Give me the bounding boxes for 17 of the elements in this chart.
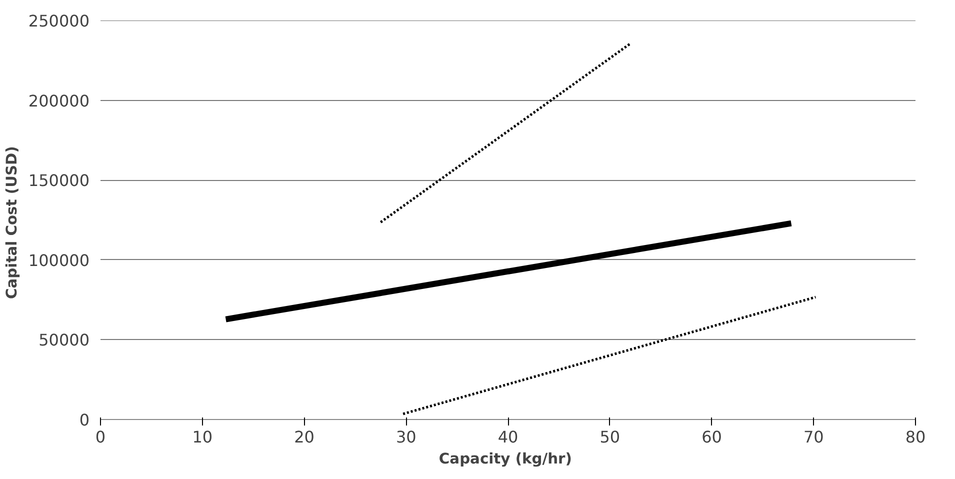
x-tick-label: 0	[95, 428, 106, 446]
x-tick-label: 40	[498, 428, 518, 446]
x-tick-label: 30	[396, 428, 416, 446]
x-tick-label: 60	[702, 428, 722, 446]
x-tick-label: 10	[192, 428, 213, 446]
y-tick-label: 0	[79, 410, 90, 430]
x-tick-label: 80	[905, 428, 926, 446]
x-axis-title: Capacity (kg/hr)	[438, 450, 572, 468]
y-tick-label: 250000	[28, 12, 90, 30]
y-tick-label: 150000	[28, 171, 90, 190]
x-tick-label: 70	[803, 428, 824, 446]
y-tick-label: 100000	[28, 250, 90, 270]
x-tick-label: 50	[600, 428, 620, 446]
y-axis-title: Capital Cost (USD)	[3, 146, 20, 299]
x-tick-label: 20	[294, 428, 314, 446]
y-tick-label: 50000	[38, 330, 90, 350]
y-tick-label: 200000	[28, 91, 90, 110]
